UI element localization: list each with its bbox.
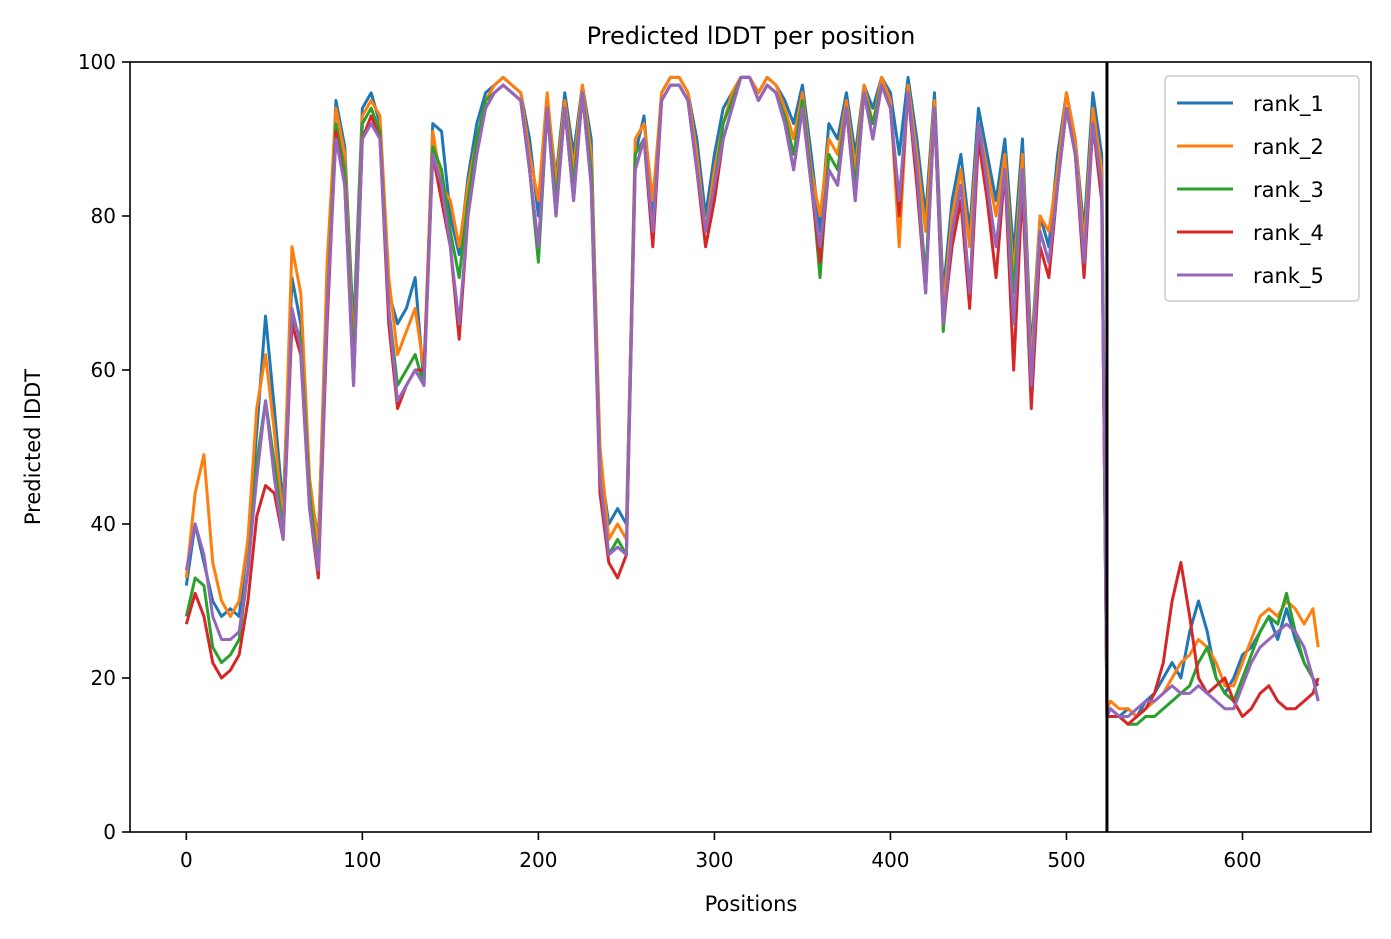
y-tick-label: 40 <box>91 512 116 536</box>
legend-label-rank_4: rank_4 <box>1253 221 1324 246</box>
x-tick-label: 100 <box>343 848 381 872</box>
plot-lines <box>184 62 1320 832</box>
plot-frame <box>129 61 1372 833</box>
legend-box <box>1164 75 1360 302</box>
x-tick-label: 200 <box>519 848 557 872</box>
x-axis-ticks: 0 100 200 300 400 500 600 <box>180 832 1262 872</box>
legend-label-rank_3: rank_3 <box>1253 178 1324 203</box>
x-tick-label: 500 <box>1047 848 1085 872</box>
y-axis-label: Predicted lDDT <box>21 369 45 525</box>
x-tick-label: 600 <box>1223 848 1261 872</box>
series-line-rank_4 <box>184 75 1320 726</box>
legend: rank_1 rank_2 rank_3 rank_4 rank_5 <box>1164 75 1360 302</box>
legend-label-rank_1: rank_1 <box>1253 92 1324 117</box>
legend-label-rank_2: rank_2 <box>1253 135 1324 160</box>
y-tick-label: 0 <box>103 820 116 844</box>
y-tick-label: 20 <box>91 666 116 690</box>
chart-title: Predicted lDDT per position <box>587 22 916 50</box>
y-axis-ticks: 0 20 40 60 80 100 <box>78 50 130 844</box>
series-line-rank_1 <box>184 75 1320 718</box>
y-tick-label: 80 <box>91 204 116 228</box>
x-tick-label: 0 <box>180 848 193 872</box>
series-line-rank_2 <box>184 75 1320 718</box>
series-line-rank_3 <box>184 75 1320 726</box>
x-tick-label: 300 <box>695 848 733 872</box>
y-tick-label: 60 <box>91 358 116 382</box>
x-tick-label: 400 <box>871 848 909 872</box>
legend-label-rank_5: rank_5 <box>1253 264 1324 289</box>
series-line-rank_5 <box>184 75 1320 718</box>
x-axis-label: Positions <box>705 892 798 916</box>
y-tick-label: 100 <box>78 50 116 74</box>
